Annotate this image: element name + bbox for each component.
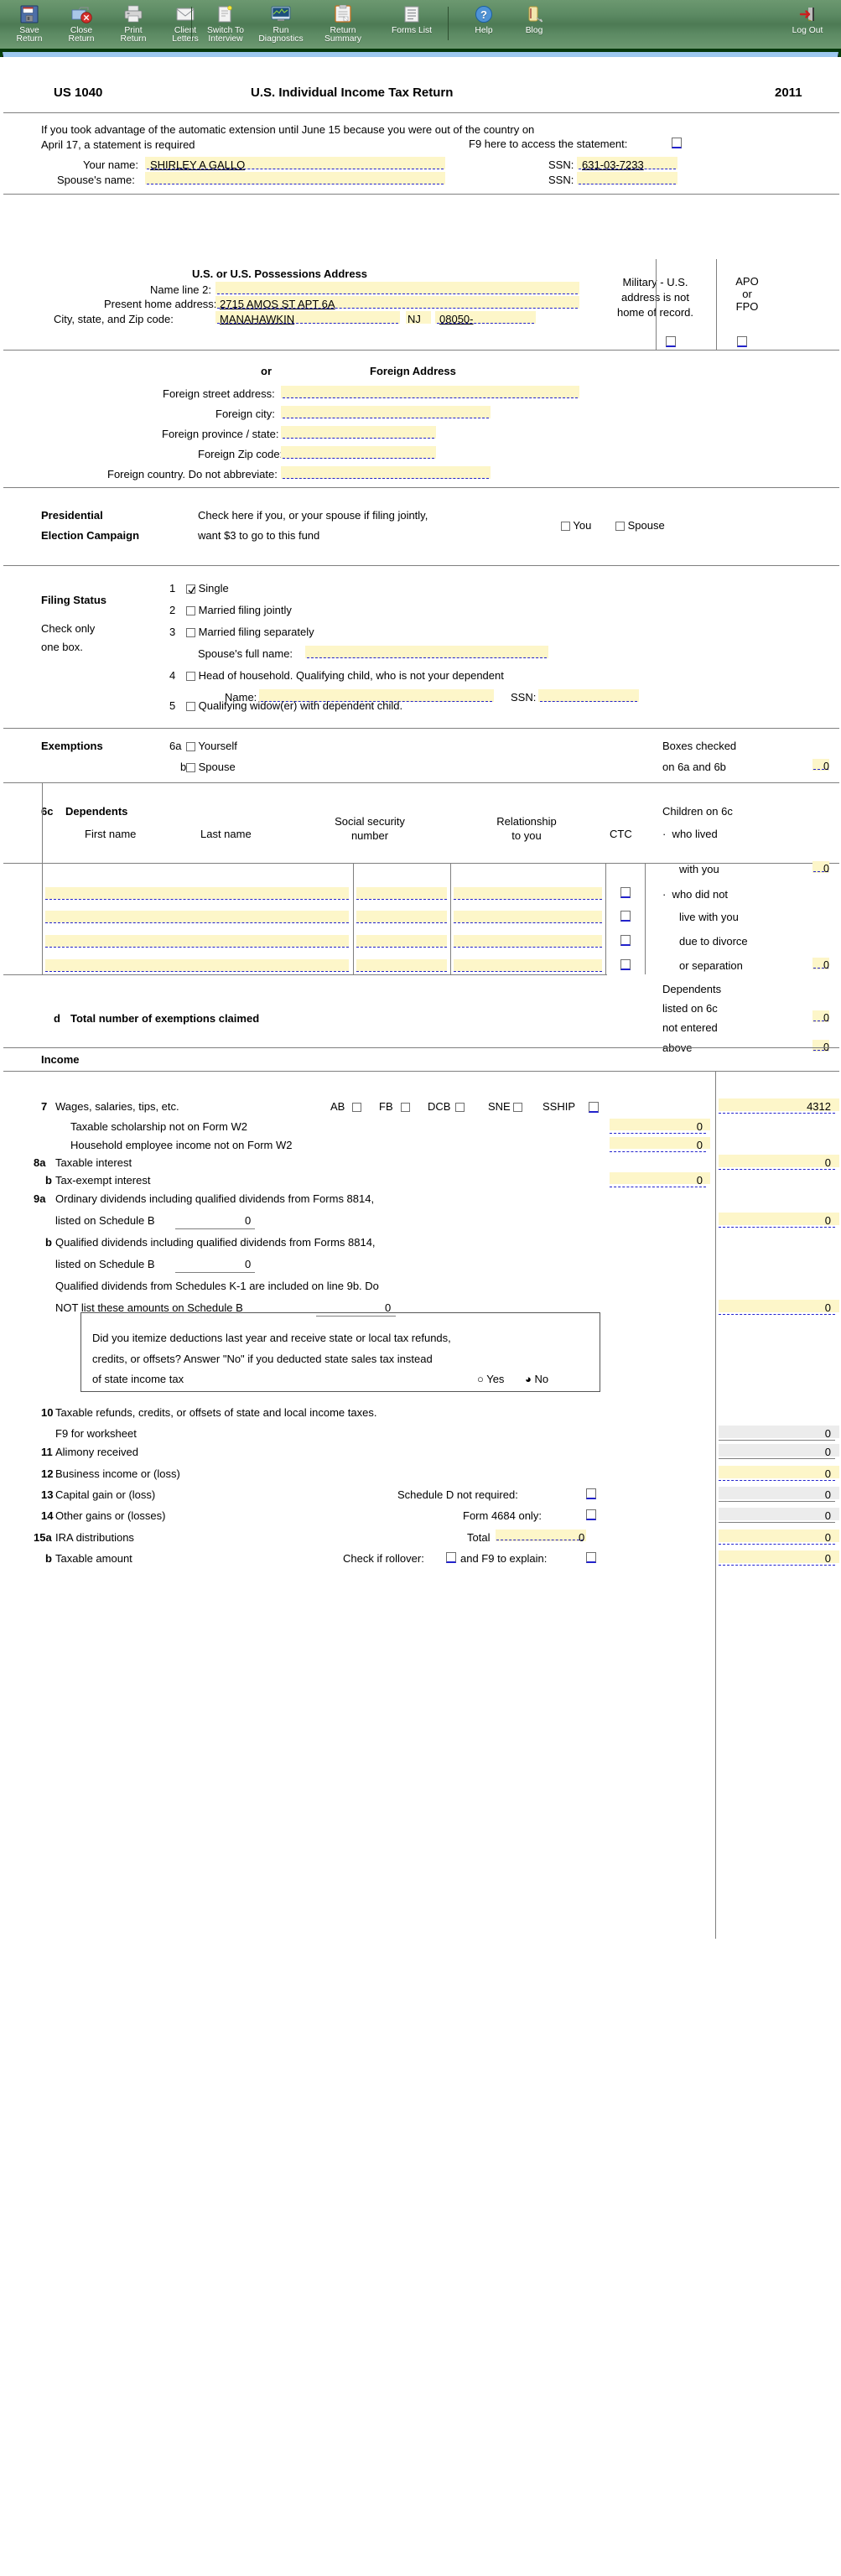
svg-text:?: ? (480, 8, 487, 21)
